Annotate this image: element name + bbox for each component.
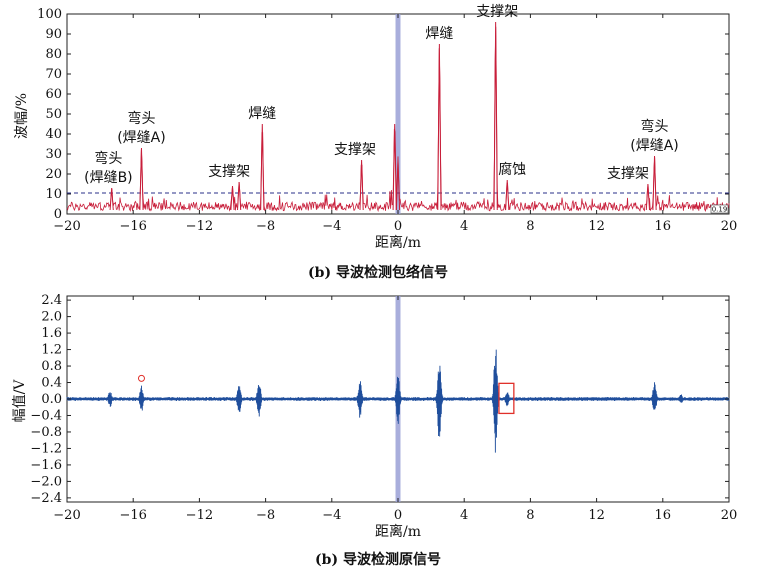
- envelope-x-tick-label: 4: [460, 219, 468, 234]
- raw-y-tick-label: 0.8: [41, 359, 62, 374]
- envelope-annotation: (焊缝A): [630, 138, 679, 154]
- envelope-peaks: [109, 21, 657, 211]
- envelope-y-tick-label: 70: [45, 67, 62, 82]
- envelope-highlight-band: [395, 14, 401, 214]
- envelope-caption: (b) 导波检测包络信号: [308, 264, 448, 281]
- envelope-annotation: 焊缝: [425, 26, 453, 42]
- raw-y-tick-label: 1.6: [41, 326, 62, 341]
- envelope-x-tick-label: −12: [186, 219, 213, 234]
- envelope-chart: −20 −16 −12 −8 −4 0 4 8 12 16 20 0 10 20 30 40 50 60 70 80 9…: [14, 4, 737, 281]
- envelope-y-tick-label: 100: [37, 7, 62, 22]
- envelope-annotation: 支撑架: [476, 4, 518, 20]
- raw-y-tick-label: 0.0: [41, 392, 62, 407]
- envelope-x-tick-label: −4: [322, 219, 341, 234]
- envelope-annotation: 支撑架: [208, 164, 250, 180]
- envelope-ticks: −20 −16 −12 −8 −4 0 4 8 12 16 20 0 10 20 30 40 50 60 70 80 9…: [37, 7, 737, 234]
- envelope-x-tick-label: 20: [721, 219, 738, 234]
- raw-x-tick-label: −20: [53, 508, 80, 523]
- envelope-y-tick-label: 0: [54, 207, 62, 222]
- raw-x-tick-label: 12: [588, 508, 605, 523]
- envelope-x-tick-label: −20: [53, 219, 80, 234]
- raw-y-tick-label: −2.0: [30, 474, 62, 489]
- envelope-annotation: 焊缝: [248, 106, 276, 122]
- envelope-annotation: (焊缝A): [117, 130, 166, 146]
- raw-caption: (b) 导波检测原信号: [315, 551, 441, 568]
- envelope-corner-badge: 0.19: [710, 204, 729, 214]
- envelope-annotation: 腐蚀: [498, 161, 526, 178]
- envelope-x-tick-label: 16: [655, 219, 672, 234]
- envelope-x-axis-label: 距离/m: [375, 234, 421, 251]
- envelope-annotation: 弯头: [94, 150, 122, 167]
- envelope-highlight-band-rect: [395, 14, 401, 214]
- envelope-peak: [109, 187, 114, 211]
- envelope-y-tick-label: 40: [45, 127, 62, 142]
- envelope-peak: [645, 183, 651, 211]
- envelope-signal: [66, 26, 730, 213]
- envelope-annotation: 支撑架: [607, 166, 649, 182]
- envelope-annotation: 弯头: [127, 110, 155, 127]
- envelope-y-tick-label: 80: [45, 47, 62, 62]
- raw-x-tick-label: 20: [721, 508, 738, 523]
- envelope-y-tick-label: 50: [45, 107, 62, 122]
- raw-y-tick-label: 0.4: [41, 376, 62, 391]
- raw-y-tick-label: 2.4: [41, 293, 62, 308]
- raw-y-tick-label: −1.2: [30, 441, 62, 456]
- envelope-x-tick-label: −8: [256, 219, 275, 234]
- raw-y-tick-label: −0.4: [30, 408, 62, 423]
- raw-x-tick-label: −4: [322, 508, 341, 523]
- envelope-peak: [493, 21, 498, 211]
- envelope-annotation: 弯头: [641, 118, 669, 135]
- envelope-peak: [395, 161, 401, 211]
- raw-marked-region-box: [498, 382, 515, 415]
- raw-x-tick-label: 0: [394, 508, 402, 523]
- raw-y-tick-label: −2.4: [30, 491, 62, 506]
- envelope-signal-trace: [66, 26, 730, 213]
- raw-y-tick-label: 1.2: [41, 343, 62, 358]
- raw-x-axis-label: 距离/m: [375, 523, 421, 540]
- envelope-y-tick-label: 90: [45, 27, 62, 42]
- envelope-peak: [437, 43, 442, 211]
- raw-signal: [66, 349, 730, 453]
- raw-y-tick-label: −1.6: [30, 458, 62, 473]
- raw-markers: [137, 374, 515, 415]
- envelope-y-tick-label: 20: [45, 167, 62, 182]
- envelope-peak: [230, 185, 235, 211]
- raw-x-tick-label: 8: [526, 508, 534, 523]
- raw-x-tick-label: −12: [186, 508, 213, 523]
- envelope-peak: [359, 159, 364, 211]
- raw-marker-circle: [137, 374, 145, 382]
- raw-signal-chart: −20 −16 −12 −8 −4 0 4 8 12 16 20 2.4 2.01.6 1.20.8 0.4…: [12, 293, 737, 568]
- envelope-y-tick-label: 60: [45, 87, 62, 102]
- envelope-peak: [392, 123, 397, 211]
- raw-y-axis-label: 幅值/V: [12, 379, 28, 423]
- raw-y-tick-label: 2.0: [41, 310, 62, 325]
- envelope-peak: [139, 147, 144, 211]
- raw-ticks: −20 −16 −12 −8 −4 0 4 8 12 16 20 2.4 2.01.6 1.20.8 0.4…: [30, 293, 737, 523]
- envelope-x-tick-label: −16: [119, 219, 146, 234]
- envelope-peak: [505, 179, 510, 211]
- envelope-peak: [652, 155, 657, 211]
- raw-y-tick-label: −0.8: [30, 425, 62, 440]
- raw-signal-trace: [66, 349, 730, 453]
- envelope-y-axis-label: 波幅/%: [14, 93, 30, 139]
- raw-x-tick-label: −8: [256, 508, 275, 523]
- envelope-annotation: 支撑架: [334, 142, 376, 158]
- corner-badge-text: 0.19: [712, 206, 728, 214]
- envelope-x-tick-label: 8: [526, 219, 534, 234]
- raw-x-tick-label: 4: [460, 508, 468, 523]
- envelope-peak: [260, 123, 265, 211]
- envelope-peak: [237, 181, 242, 211]
- raw-x-tick-label: −16: [119, 508, 146, 523]
- envelope-y-tick-label: 10: [45, 187, 62, 202]
- corner-badge-box: [710, 204, 729, 214]
- envelope-annotation: (焊缝B): [84, 170, 133, 186]
- envelope-x-tick-label: 12: [588, 219, 605, 234]
- envelope-x-tick-label: 0: [394, 219, 402, 234]
- raw-x-tick-label: 16: [655, 508, 672, 523]
- envelope-y-tick-label: 30: [45, 147, 62, 162]
